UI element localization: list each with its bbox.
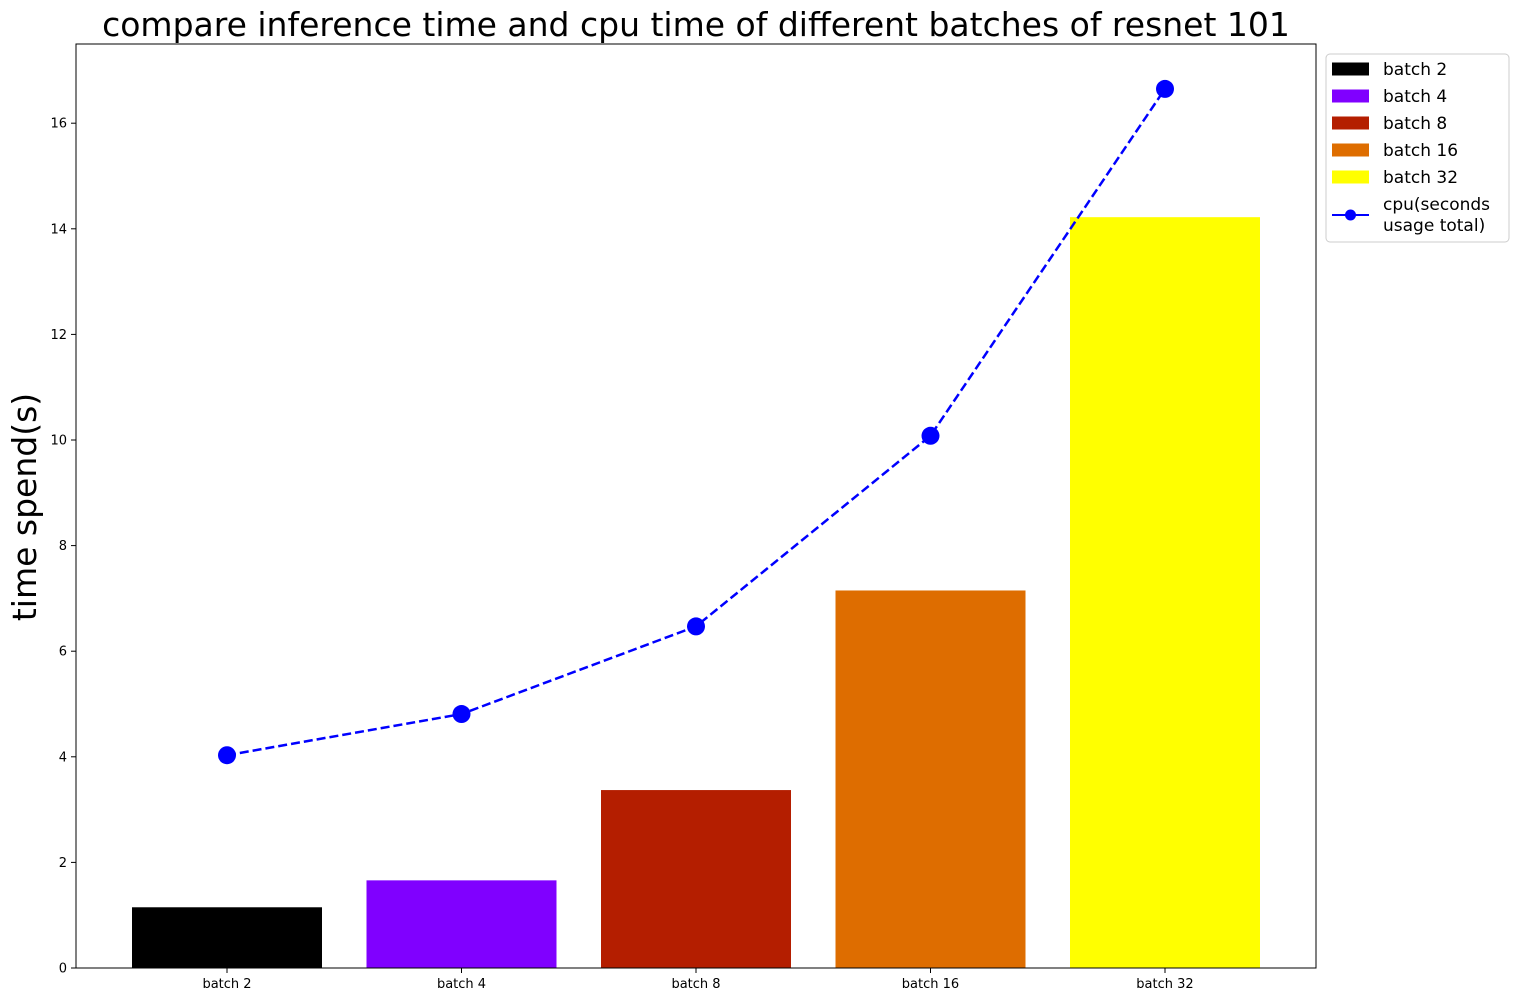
bar-batch-8 bbox=[601, 790, 791, 968]
x-tick-label: batch 8 bbox=[671, 977, 720, 992]
legend-label: batch 4 bbox=[1383, 87, 1447, 107]
legend-patch bbox=[1332, 143, 1369, 157]
y-tick-label: 4 bbox=[59, 750, 67, 765]
legend-patch bbox=[1332, 170, 1369, 184]
y-tick-label: 2 bbox=[59, 856, 67, 871]
y-tick-label: 8 bbox=[59, 539, 67, 554]
y-tick-label: 10 bbox=[50, 434, 67, 449]
legend-items: batch 2 batch 4 batch 8 batch 16 batch 32 cpu… bbox=[1332, 60, 1490, 236]
y-tick-label: 14 bbox=[50, 222, 67, 237]
legend-label: batch 32 bbox=[1383, 168, 1458, 188]
bar-batch-32 bbox=[1070, 217, 1260, 968]
x-axis: batch 2 batch 4 batch 8 batch 16 batch 32 bbox=[202, 968, 1194, 992]
bars-layer bbox=[132, 217, 1260, 968]
cpu-point-batch-2 bbox=[218, 746, 236, 765]
legend-label: cpu(seconds bbox=[1383, 195, 1490, 215]
legend-patch bbox=[1332, 116, 1369, 130]
legend-label: usage total) bbox=[1383, 216, 1485, 236]
legend-marker bbox=[1345, 209, 1356, 221]
chart-title: compare inference time and cpu time of d… bbox=[102, 5, 1290, 44]
legend-patch bbox=[1332, 62, 1369, 76]
legend-patch bbox=[1332, 89, 1369, 103]
cpu-point-batch-32 bbox=[1156, 79, 1174, 98]
bar-batch-16 bbox=[835, 590, 1026, 968]
y-axis: 0 2 4 6 8 10 12 14 16 bbox=[50, 117, 76, 977]
bar-batch-2 bbox=[132, 907, 322, 968]
y-tick-label: 12 bbox=[50, 328, 67, 343]
bar-batch-4 bbox=[366, 880, 557, 968]
y-tick-label: 0 bbox=[59, 962, 67, 977]
x-tick-label: batch 4 bbox=[437, 977, 486, 992]
y-tick-label: 16 bbox=[50, 117, 67, 132]
legend-frame bbox=[1325, 53, 1510, 243]
x-tick-label: batch 16 bbox=[902, 977, 959, 992]
x-tick-label: batch 32 bbox=[1136, 977, 1193, 992]
cpu-point-batch-8 bbox=[687, 617, 705, 636]
y-tick-label: 6 bbox=[59, 645, 67, 660]
x-tick-label: batch 2 bbox=[202, 977, 251, 992]
cpu-point-batch-16 bbox=[921, 426, 940, 445]
cpu-line-layer bbox=[218, 79, 1174, 765]
legend-label: batch 16 bbox=[1383, 141, 1458, 161]
legend-label: batch 2 bbox=[1383, 60, 1447, 80]
legend: batch 2 batch 4 batch 8 batch 16 batch 32 cpu… bbox=[1325, 53, 1510, 243]
y-axis-label: time spend(s) bbox=[5, 393, 44, 621]
legend-label: batch 8 bbox=[1383, 114, 1447, 134]
cpu-point-batch-4 bbox=[452, 705, 471, 724]
